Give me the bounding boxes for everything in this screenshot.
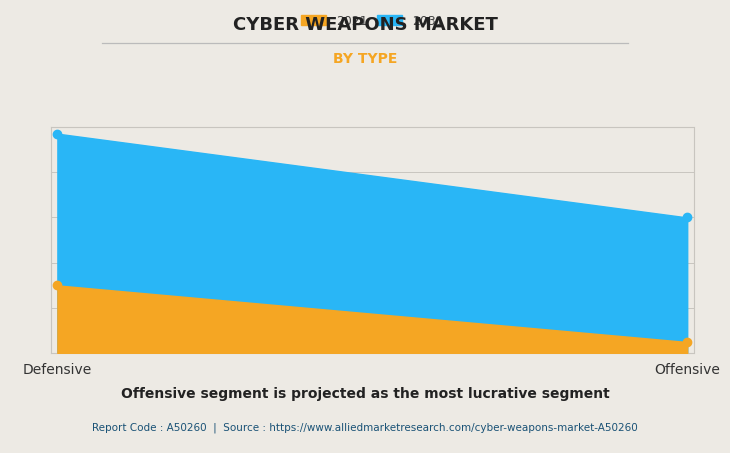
Text: BY TYPE: BY TYPE [333,52,397,66]
Text: Report Code : A50260  |  Source : https://www.alliedmarketresearch.com/cyber-wea: Report Code : A50260 | Source : https://… [92,422,638,433]
Text: CYBER WEAPONS MARKET: CYBER WEAPONS MARKET [233,16,497,34]
Text: Offensive segment is projected as the most lucrative segment: Offensive segment is projected as the mo… [120,387,610,401]
Legend: 2021, 2031: 2021, 2031 [297,11,447,31]
